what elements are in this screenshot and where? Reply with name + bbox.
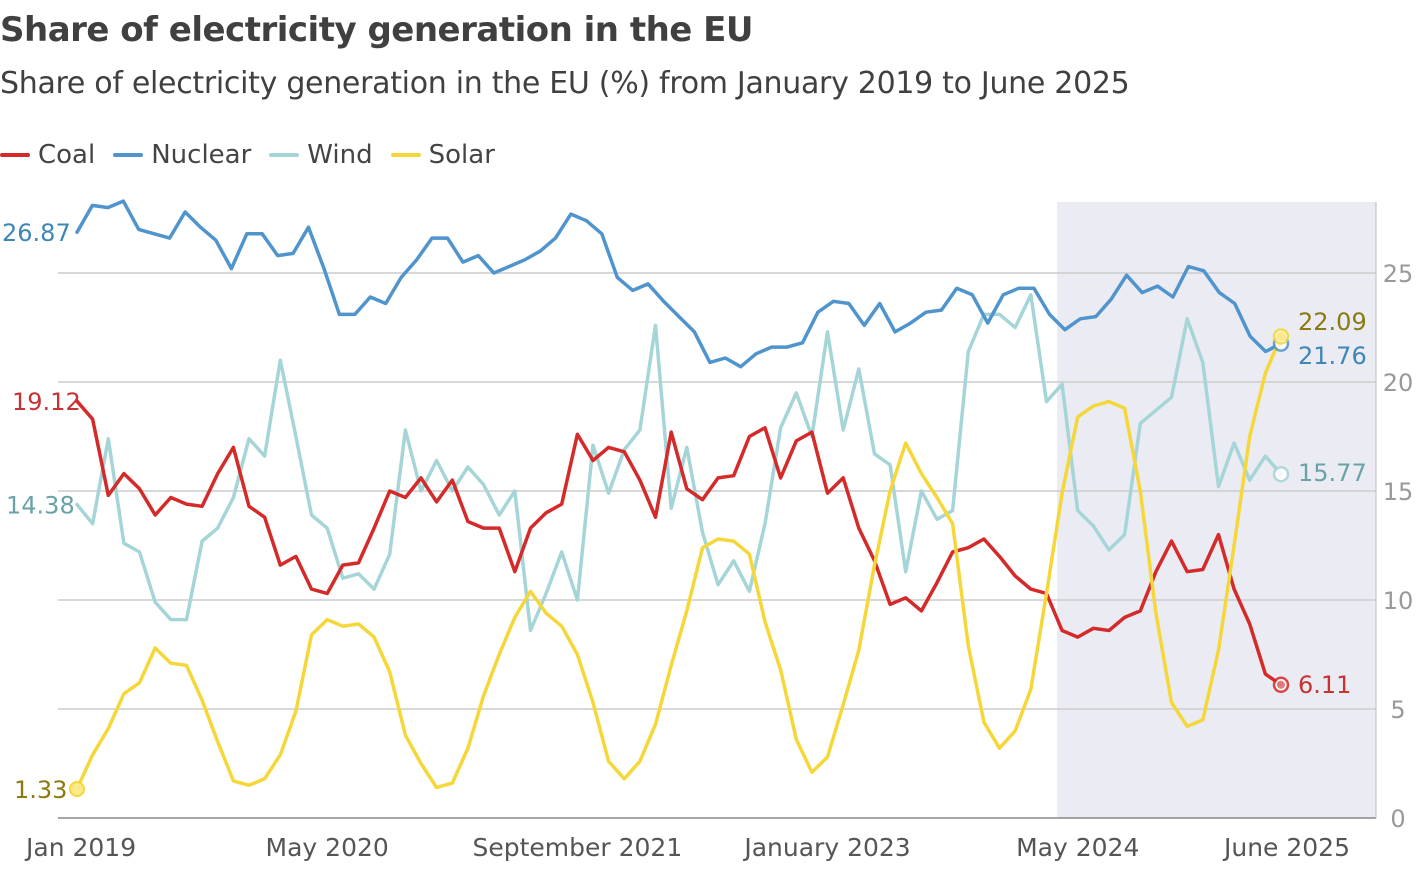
legend-label-nuclear: Nuclear (151, 140, 252, 170)
chart-title: Share of electricity generation in the E… (0, 10, 754, 50)
legend-label-coal: Coal (38, 140, 96, 170)
y-tick-label: 10 (1383, 587, 1414, 615)
y-tick-label: 25 (1383, 260, 1414, 288)
x-tick-label: Jan 2019 (24, 833, 136, 862)
legend-swatch-nuclear (113, 153, 144, 157)
legend-swatch-coal (0, 153, 30, 157)
x-tick-label: May 2020 (266, 833, 389, 862)
y-tick-label: 20 (1383, 369, 1414, 397)
end-label-nuclear: 21.76 (1298, 342, 1367, 370)
end-marker-wind (1272, 465, 1290, 483)
end-label-coal: 6.11 (1298, 671, 1351, 699)
x-tick-label: January 2023 (742, 833, 910, 862)
x-tick-label: September 2021 (472, 833, 682, 862)
end-label-solar: 22.09 (1298, 308, 1367, 336)
series-line-coal (75, 399, 1283, 687)
y-tick-label: 5 (1390, 696, 1405, 724)
series-line-solar (75, 334, 1283, 791)
legend-swatch-wind (269, 153, 300, 157)
legend-label-wind: Wind (307, 140, 373, 170)
start-label-solar: 1.33 (14, 776, 67, 804)
start-label-wind: 14.38 (6, 492, 75, 520)
y-tick-label: 0 (1390, 805, 1405, 833)
legend-swatch-solar (390, 153, 421, 157)
legend: Coal Nuclear Wind Solar (0, 140, 495, 170)
legend-item-nuclear: Nuclear (113, 140, 251, 170)
start-label-coal: 19.12 (12, 388, 81, 416)
legend-label-solar: Solar (428, 140, 495, 170)
chart-subtitle: Share of electricity generation in the E… (0, 66, 1130, 101)
end-label-wind: 15.77 (1298, 459, 1367, 487)
x-tick-label: June 2025 (1222, 833, 1350, 862)
legend-item-solar: Solar (390, 140, 495, 170)
x-tick-label: May 2024 (1016, 833, 1139, 862)
highlight-band (1057, 202, 1376, 818)
end-marker-fill-solar (1276, 331, 1286, 342)
end-marker-fill-coal (1277, 680, 1285, 689)
series-line-nuclear (75, 199, 1283, 369)
legend-item-wind: Wind (269, 140, 373, 170)
start-label-nuclear: 26.87 (2, 219, 71, 247)
legend-item-coal: Coal (0, 140, 95, 170)
start-marker-solar (69, 781, 85, 798)
series-line-wind (75, 293, 1283, 633)
y-tick-label: 15 (1383, 478, 1414, 506)
